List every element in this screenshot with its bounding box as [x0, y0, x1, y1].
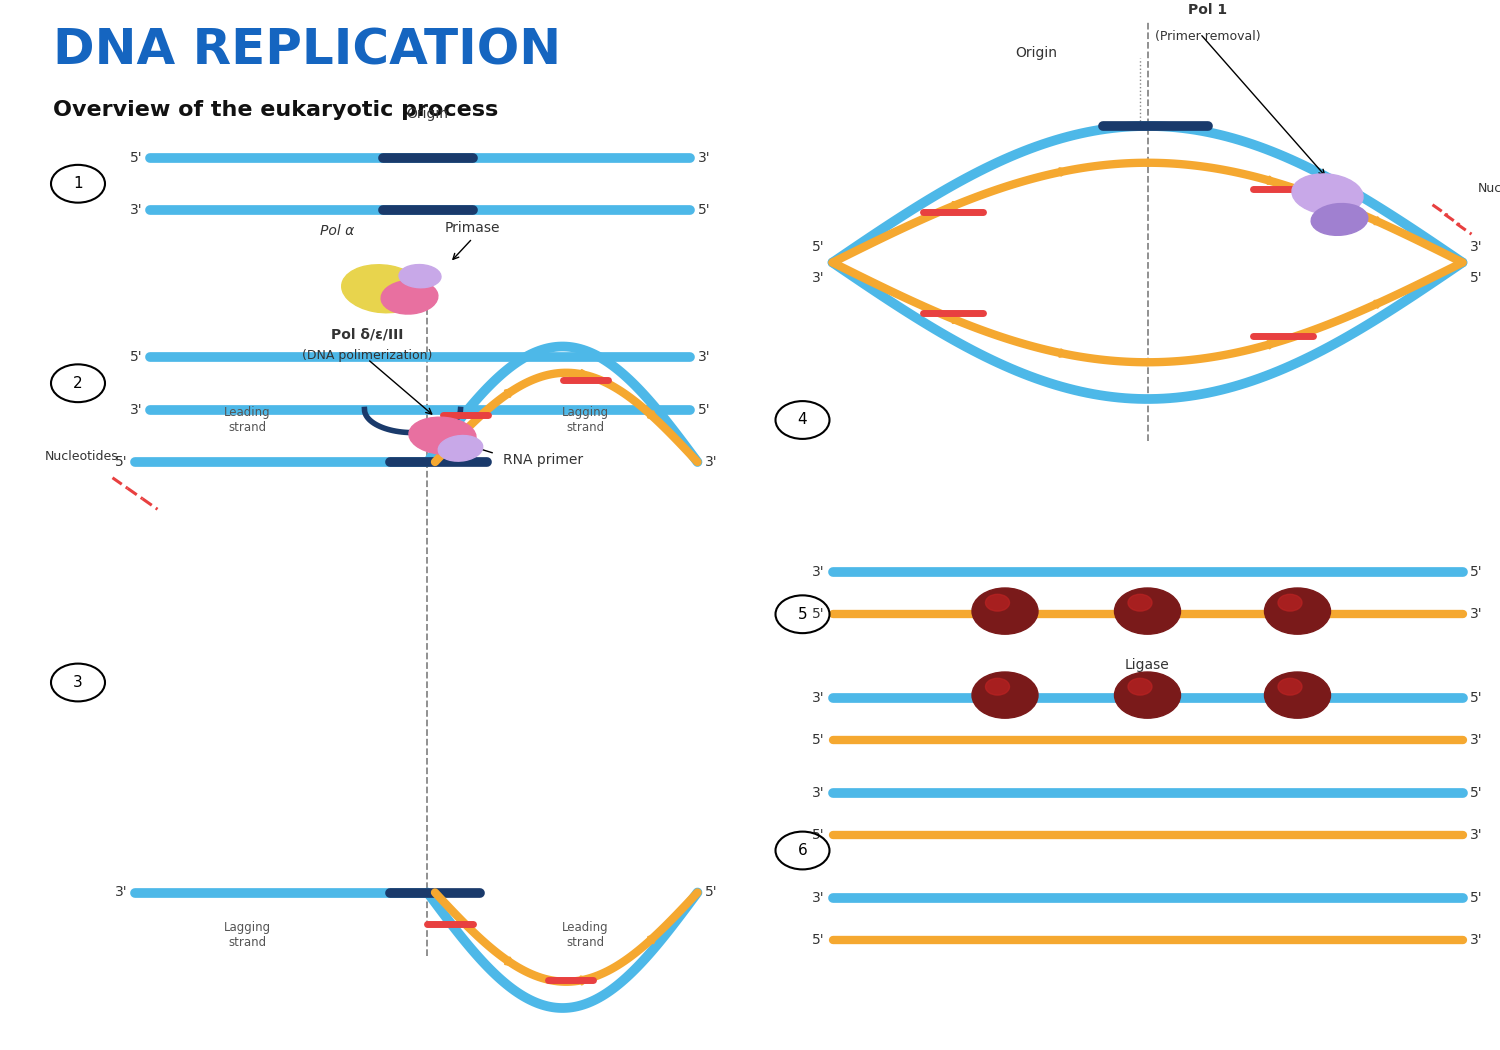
Ellipse shape [1311, 204, 1368, 235]
Text: 2: 2 [74, 376, 82, 391]
Text: 5': 5' [1470, 565, 1482, 580]
Text: RNA primer: RNA primer [503, 453, 582, 467]
Text: (Primer removal): (Primer removal) [1155, 30, 1260, 43]
Text: 3': 3' [1470, 827, 1482, 842]
Circle shape [972, 588, 1038, 634]
Text: 5': 5' [1470, 271, 1482, 286]
Text: 5': 5' [698, 203, 709, 217]
Circle shape [1278, 678, 1302, 695]
Text: 5': 5' [705, 885, 717, 900]
Text: 3': 3' [116, 885, 128, 900]
Circle shape [1264, 672, 1330, 718]
Text: 3': 3' [813, 565, 825, 580]
Text: 3': 3' [698, 150, 709, 165]
Text: Leading
strand: Leading strand [224, 406, 272, 434]
Text: Ligase: Ligase [1125, 658, 1170, 672]
Text: Pol 1: Pol 1 [1188, 3, 1227, 18]
Text: 1: 1 [74, 176, 82, 191]
Text: Lagging
strand: Lagging strand [561, 406, 609, 434]
Text: Pol δ/ε/III: Pol δ/ε/III [332, 328, 404, 341]
Circle shape [1114, 588, 1180, 634]
Text: 3': 3' [813, 890, 825, 905]
Text: Primase: Primase [444, 220, 500, 235]
Circle shape [1114, 672, 1180, 718]
Text: 4: 4 [798, 413, 807, 427]
Text: (DNA polimerization): (DNA polimerization) [303, 350, 432, 362]
Text: 3': 3' [1470, 733, 1482, 748]
Text: 3': 3' [813, 785, 825, 800]
Circle shape [972, 672, 1038, 718]
Text: Overview of the eukaryotic process: Overview of the eukaryotic process [53, 100, 498, 120]
Text: 5': 5' [813, 827, 825, 842]
Text: 5': 5' [813, 607, 825, 622]
Text: 5': 5' [130, 150, 142, 165]
Text: 3': 3' [705, 455, 717, 469]
Text: 5': 5' [813, 932, 825, 947]
Text: 5': 5' [813, 239, 825, 254]
Circle shape [986, 678, 1010, 695]
Text: 3': 3' [1470, 932, 1482, 947]
Text: 3: 3 [74, 675, 82, 690]
Text: 5': 5' [813, 733, 825, 748]
Ellipse shape [381, 280, 438, 314]
Ellipse shape [438, 436, 483, 461]
Text: 3': 3' [130, 203, 142, 217]
Text: Origin: Origin [406, 107, 448, 121]
Circle shape [986, 594, 1010, 611]
Text: 5': 5' [130, 350, 142, 364]
Ellipse shape [399, 265, 441, 288]
Circle shape [1128, 594, 1152, 611]
Ellipse shape [410, 417, 476, 455]
Text: Origin: Origin [1016, 45, 1058, 60]
Text: 3': 3' [813, 691, 825, 706]
Text: 5': 5' [116, 455, 128, 469]
Text: Nucleotides: Nucleotides [45, 450, 118, 463]
Text: 6: 6 [798, 843, 807, 858]
Circle shape [1128, 678, 1152, 695]
Text: 3': 3' [1470, 607, 1482, 622]
Text: 3': 3' [130, 402, 142, 417]
Text: Lagging
strand: Lagging strand [224, 921, 272, 948]
Ellipse shape [342, 265, 423, 313]
Text: Pol α: Pol α [321, 224, 354, 238]
Text: DNA REPLICATION: DNA REPLICATION [53, 26, 561, 75]
Text: Nucleotides: Nucleotides [1478, 183, 1500, 195]
Ellipse shape [1292, 174, 1364, 214]
Circle shape [1278, 594, 1302, 611]
Text: 5: 5 [798, 607, 807, 622]
Text: 3': 3' [1470, 239, 1482, 254]
Circle shape [1264, 588, 1330, 634]
Text: 5': 5' [1470, 785, 1482, 800]
Text: Leading
strand: Leading strand [561, 921, 609, 948]
Text: 3': 3' [698, 350, 709, 364]
Text: 5': 5' [1470, 890, 1482, 905]
Text: 3': 3' [813, 271, 825, 286]
Text: 5': 5' [698, 402, 709, 417]
Text: 5': 5' [1470, 691, 1482, 706]
